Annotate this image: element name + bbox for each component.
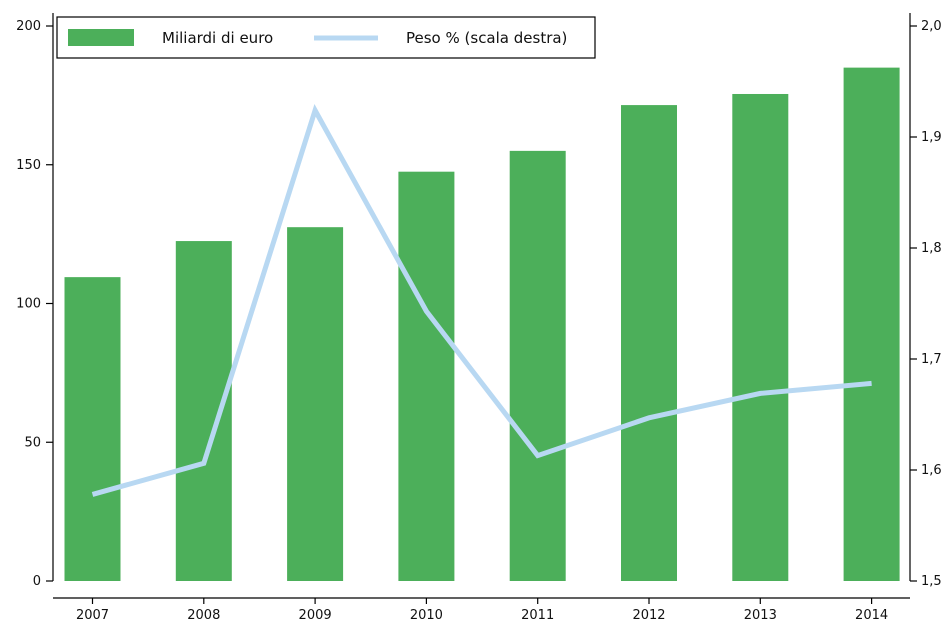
x-tick-label: 2014 bbox=[855, 608, 888, 621]
bar-2014 bbox=[843, 67, 900, 581]
x-tick-label: 2013 bbox=[744, 608, 777, 621]
x-tick-label: 2012 bbox=[632, 608, 665, 621]
bar-2011 bbox=[509, 150, 566, 581]
bar-2013 bbox=[732, 93, 789, 582]
right-tick-label: 1,6 bbox=[921, 463, 942, 478]
left-tick-label: 50 bbox=[24, 435, 41, 450]
line-path bbox=[91, 104, 872, 497]
right-tick-label: 2,0 bbox=[921, 19, 942, 34]
right-tick-label: 1,9 bbox=[921, 130, 942, 145]
bar-2012 bbox=[621, 105, 677, 582]
bar-2010 bbox=[398, 171, 455, 581]
right-ticks: 1,5 1,6 1,7 1,8 1,9 2,0 bbox=[910, 19, 942, 589]
right-tick-label: 1,7 bbox=[921, 352, 942, 367]
bar-2007 bbox=[64, 277, 121, 581]
bar-series bbox=[64, 67, 900, 582]
left-tick-label: 0 bbox=[33, 574, 41, 589]
legend-bar-label: Miliardi di euro bbox=[162, 29, 273, 47]
left-ticks: 0 50 100 150 200 bbox=[16, 19, 53, 589]
right-tick-label: 1,5 bbox=[921, 574, 942, 589]
legend-line-label: Peso % (scala destra) bbox=[406, 29, 567, 47]
x-tick-label: 2009 bbox=[299, 608, 332, 621]
x-tick-label: 2010 bbox=[410, 608, 443, 621]
line-series bbox=[91, 104, 872, 497]
legend: Miliardi di euro Peso % (scala destra) bbox=[56, 16, 596, 59]
x-ticks: 2007 2008 2009 2010 2011 2012 2013 2014 bbox=[76, 598, 888, 621]
bar-2009 bbox=[287, 227, 344, 581]
x-tick-label: 2011 bbox=[521, 608, 554, 621]
x-tick-label: 2008 bbox=[187, 608, 220, 621]
right-tick-label: 1,8 bbox=[921, 241, 942, 256]
x-tick-label: 2007 bbox=[76, 608, 109, 621]
left-tick-label: 100 bbox=[16, 297, 41, 312]
left-tick-label: 150 bbox=[16, 158, 41, 173]
left-tick-label: 200 bbox=[16, 19, 41, 34]
bar-2008 bbox=[175, 241, 232, 581]
legend-bar-swatch bbox=[68, 29, 134, 46]
